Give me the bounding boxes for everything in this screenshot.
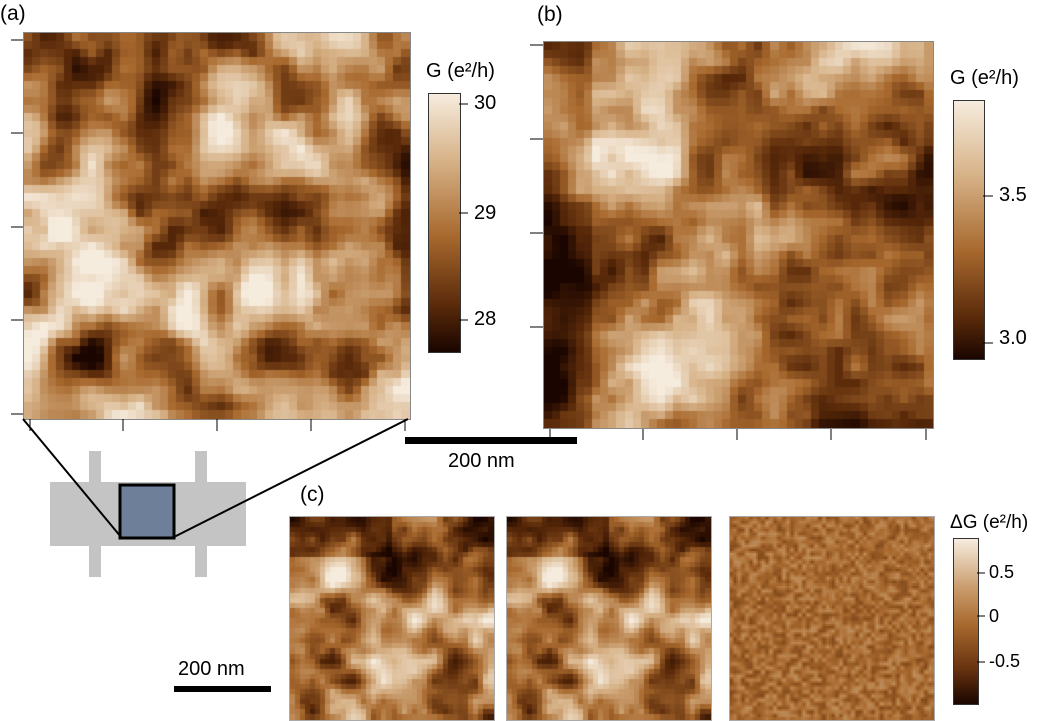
scalebar-bottom	[174, 686, 271, 692]
colorbar-a	[428, 93, 461, 353]
colorbar-c	[953, 538, 979, 705]
panel-label-c: (c)	[300, 483, 325, 506]
colorbar-b-tick-3-5: 3.5	[999, 184, 1027, 206]
colorbar-a-tick-29: 29	[474, 202, 497, 224]
conductance-map-c-left	[289, 516, 495, 721]
scalebar-top	[405, 437, 577, 444]
scalebar-top-label: 200 nm	[448, 450, 515, 472]
colorbar-b	[953, 100, 985, 360]
difference-map-c-right	[729, 516, 935, 721]
conductance-map-a	[23, 32, 411, 420]
colorbar-a-tick-30: 30	[474, 92, 497, 114]
panel-label-b: (b)	[537, 3, 563, 26]
scalebar-bottom-label: 200 nm	[178, 658, 245, 680]
colorbar-b-title: G (e²/h)	[950, 67, 1019, 89]
conductance-map-c-middle	[506, 516, 712, 721]
colorbar-a-tick-28: 28	[474, 308, 497, 330]
colorbar-a-title: G (e²/h)	[426, 60, 495, 82]
colorbar-c-tick-0-5: 0.5	[989, 562, 1015, 582]
colorbar-c-title: ΔG (e²/h)	[950, 512, 1029, 533]
conductance-map-b	[543, 41, 934, 429]
colorbar-c-tick-0: 0	[989, 606, 1000, 626]
colorbar-c-tick-neg-0-5: -0.5	[989, 651, 1021, 671]
colorbar-b-tick-3-0: 3.0	[999, 327, 1027, 349]
panel-label-a: (a)	[0, 2, 26, 25]
